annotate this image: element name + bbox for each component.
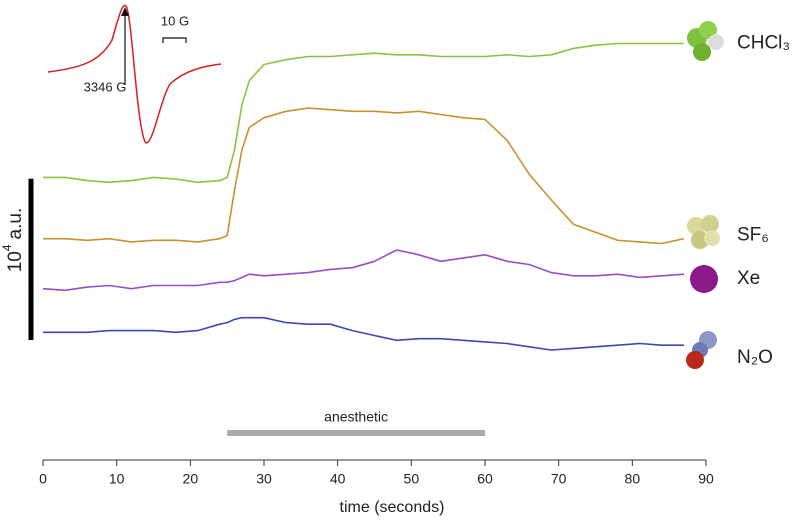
scale-bar-base: 10	[5, 251, 26, 272]
series-line	[43, 107, 685, 245]
annotation-label: anesthetic	[324, 409, 388, 425]
icons	[686, 21, 724, 369]
legend-label: Xe	[737, 268, 760, 289]
x-tick-label: 20	[183, 471, 199, 487]
atom	[690, 265, 718, 293]
x-tick-label: 40	[330, 471, 346, 487]
x-tick-label: 80	[625, 471, 641, 487]
atom	[687, 217, 705, 235]
legend-label: SF₆	[737, 225, 769, 246]
series-line	[42, 249, 684, 292]
inset: 3346 G 10 G	[47, 4, 222, 144]
scale-bar-exponent: 4	[0, 244, 14, 251]
x-tick-label: 0	[39, 471, 47, 487]
arrow-head	[121, 7, 129, 16]
series-line	[43, 316, 684, 351]
width-bracket	[162, 37, 187, 43]
atom	[699, 21, 717, 39]
series-line	[43, 42, 684, 184]
atom	[693, 43, 711, 61]
scale-bar-label: 104 a.u.	[0, 208, 26, 273]
x-tick-label: 10	[109, 471, 125, 487]
scale-bar-unit: a.u.	[5, 208, 26, 240]
width-label: 10 G	[161, 13, 189, 28]
x-axis-title: time (seconds)	[340, 499, 445, 516]
atom	[686, 351, 704, 369]
atom	[704, 230, 720, 246]
x-tick-label: 70	[551, 471, 567, 487]
legend-label: N₂O	[737, 347, 773, 368]
atom	[701, 215, 719, 233]
x-tick-label: 30	[256, 471, 272, 487]
x-tick-label: 90	[698, 471, 714, 487]
x-tick-label: 50	[404, 471, 420, 487]
legend-label: CHCl₃	[737, 33, 790, 54]
field-label: 3346 G	[84, 79, 127, 94]
x-tick-label: 60	[477, 471, 493, 487]
atom	[708, 34, 724, 50]
epr-curve	[47, 4, 222, 144]
